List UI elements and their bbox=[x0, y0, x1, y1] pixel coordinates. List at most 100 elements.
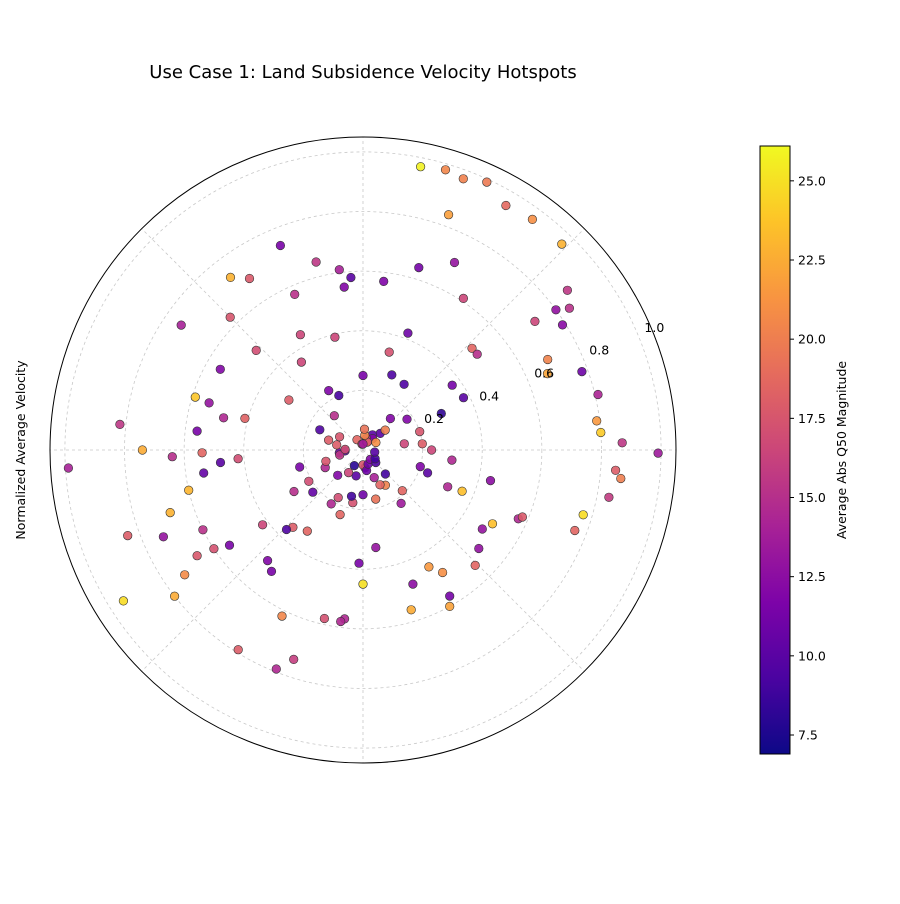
data-point bbox=[375, 480, 385, 490]
data-point bbox=[333, 470, 343, 480]
data-point bbox=[290, 289, 300, 300]
data-point bbox=[333, 493, 343, 503]
data-point bbox=[184, 485, 194, 495]
data-point bbox=[457, 486, 467, 496]
data-point bbox=[244, 273, 255, 284]
data-point bbox=[458, 174, 468, 184]
data-point bbox=[215, 364, 225, 374]
data-point bbox=[330, 332, 340, 342]
data-point bbox=[542, 369, 553, 379]
data-point bbox=[399, 379, 409, 389]
data-point bbox=[443, 482, 453, 492]
data-point bbox=[384, 347, 394, 357]
data-point bbox=[258, 520, 268, 530]
colorbar-tick-label: 15.0 bbox=[798, 490, 826, 505]
data-point bbox=[427, 445, 437, 455]
data-point bbox=[190, 392, 200, 402]
data-point bbox=[449, 257, 460, 268]
data-point bbox=[281, 524, 292, 535]
data-point bbox=[324, 435, 334, 445]
data-point bbox=[123, 530, 133, 541]
data-point bbox=[332, 440, 342, 450]
data-point bbox=[653, 448, 663, 458]
data-point bbox=[423, 468, 433, 478]
data-point bbox=[577, 367, 587, 377]
data-point bbox=[158, 532, 168, 542]
data-point bbox=[527, 214, 538, 224]
data-point bbox=[380, 425, 390, 435]
data-point bbox=[551, 305, 561, 315]
data-point bbox=[277, 611, 287, 621]
data-point bbox=[474, 543, 484, 554]
data-point bbox=[380, 469, 391, 479]
data-point bbox=[346, 272, 356, 283]
data-point bbox=[445, 601, 455, 612]
data-point bbox=[482, 177, 492, 187]
data-point bbox=[263, 555, 273, 566]
data-point bbox=[359, 424, 370, 434]
data-point bbox=[346, 491, 357, 501]
data-point bbox=[295, 462, 305, 472]
data-point bbox=[371, 494, 381, 504]
data-point bbox=[371, 542, 381, 553]
data-point bbox=[219, 413, 229, 423]
data-point bbox=[344, 468, 354, 478]
data-point bbox=[387, 370, 397, 380]
data-point bbox=[209, 544, 219, 554]
data-point bbox=[369, 473, 379, 483]
data-point bbox=[199, 468, 209, 478]
data-point bbox=[593, 389, 603, 400]
data-point bbox=[444, 210, 454, 220]
data-point bbox=[578, 510, 588, 520]
data-point bbox=[165, 507, 175, 518]
data-point bbox=[616, 473, 626, 484]
data-point bbox=[472, 349, 482, 359]
data-point bbox=[233, 645, 243, 655]
colorbar-label: Average Abs Q50 Magnitude bbox=[834, 361, 849, 540]
data-point bbox=[240, 413, 250, 424]
r-tick-label: 0.2 bbox=[424, 411, 444, 426]
data-point bbox=[414, 263, 424, 273]
data-point bbox=[487, 519, 498, 529]
data-point bbox=[358, 370, 368, 381]
data-point bbox=[408, 579, 418, 589]
data-point bbox=[289, 654, 299, 665]
data-point bbox=[180, 570, 190, 580]
angular-gridline bbox=[362, 449, 585, 672]
y-axis-label: Normalized Average Velocity bbox=[13, 360, 28, 540]
data-point bbox=[501, 200, 511, 211]
data-point bbox=[467, 343, 477, 353]
data-point bbox=[302, 526, 312, 536]
data-point bbox=[596, 427, 606, 438]
radial-gridline bbox=[302, 389, 424, 511]
data-point bbox=[349, 461, 359, 471]
data-point bbox=[63, 463, 73, 473]
data-point bbox=[225, 312, 235, 322]
data-point bbox=[564, 303, 575, 313]
colorbar-ticks: 7.5 10.0 12.5 15.0 17.5 20.0 22.5 25.0 bbox=[790, 173, 826, 743]
colorbar-tick-label: 20.0 bbox=[798, 332, 826, 347]
data-point bbox=[399, 439, 409, 449]
data-point bbox=[335, 432, 345, 442]
colorbar-tick-label: 12.5 bbox=[798, 569, 826, 584]
radial-tick-labels: 0.2 0.4 0.6 0.8 1.0 bbox=[424, 320, 664, 426]
data-point bbox=[458, 393, 469, 403]
data-point bbox=[371, 437, 381, 448]
data-point bbox=[379, 276, 389, 287]
data-point bbox=[417, 439, 427, 449]
data-point bbox=[334, 390, 344, 401]
data-point bbox=[284, 395, 294, 405]
data-point bbox=[324, 386, 334, 396]
data-point bbox=[436, 408, 446, 419]
data-point bbox=[340, 444, 350, 455]
polar-frame bbox=[49, 136, 677, 764]
data-point bbox=[445, 591, 455, 601]
data-point bbox=[335, 450, 345, 460]
data-point bbox=[604, 492, 614, 502]
data-point bbox=[215, 457, 226, 468]
data-point bbox=[334, 265, 344, 275]
colorbar-tick-label: 22.5 bbox=[798, 253, 826, 268]
data-point bbox=[385, 413, 396, 424]
data-point bbox=[517, 512, 528, 522]
